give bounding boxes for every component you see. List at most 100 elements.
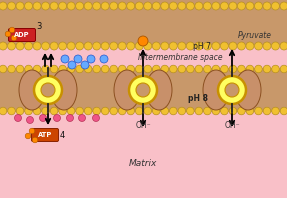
Circle shape	[246, 65, 254, 73]
Bar	[0, 0, 287, 48]
Circle shape	[161, 107, 168, 115]
Circle shape	[67, 65, 75, 73]
Circle shape	[76, 42, 84, 50]
Circle shape	[127, 42, 135, 50]
Circle shape	[16, 107, 24, 115]
Circle shape	[127, 107, 135, 115]
Circle shape	[212, 2, 220, 10]
Circle shape	[272, 42, 280, 50]
Circle shape	[16, 65, 24, 73]
Circle shape	[42, 42, 50, 50]
Circle shape	[32, 137, 38, 143]
Circle shape	[229, 107, 237, 115]
Circle shape	[246, 42, 254, 50]
Circle shape	[0, 65, 7, 73]
Circle shape	[93, 2, 101, 10]
Circle shape	[127, 2, 135, 10]
Text: OH⁻: OH⁻	[224, 122, 240, 130]
Ellipse shape	[51, 70, 77, 110]
Circle shape	[178, 42, 186, 50]
Circle shape	[25, 65, 32, 73]
Circle shape	[144, 65, 152, 73]
Circle shape	[186, 2, 194, 10]
Circle shape	[8, 65, 15, 73]
Circle shape	[93, 107, 100, 115]
Circle shape	[33, 65, 41, 73]
Circle shape	[61, 55, 69, 63]
Circle shape	[119, 107, 126, 115]
Circle shape	[218, 76, 246, 104]
Circle shape	[93, 65, 100, 73]
Circle shape	[272, 2, 280, 10]
Circle shape	[136, 83, 150, 97]
Circle shape	[225, 83, 239, 97]
Circle shape	[5, 31, 11, 37]
Circle shape	[25, 42, 32, 50]
Circle shape	[50, 2, 58, 10]
Circle shape	[68, 61, 76, 69]
Bar	[0, 68, 287, 114]
Circle shape	[255, 65, 262, 73]
Circle shape	[15, 114, 22, 122]
Circle shape	[101, 42, 109, 50]
Circle shape	[152, 42, 160, 50]
Circle shape	[255, 42, 262, 50]
Bar	[0, 112, 287, 198]
Text: ATP: ATP	[38, 132, 52, 138]
Circle shape	[0, 2, 7, 10]
Circle shape	[118, 2, 126, 10]
Circle shape	[186, 42, 194, 50]
Circle shape	[203, 42, 211, 50]
Text: pH 7: pH 7	[193, 42, 211, 50]
Circle shape	[110, 42, 118, 50]
Circle shape	[152, 65, 160, 73]
Circle shape	[127, 65, 135, 73]
Circle shape	[76, 65, 84, 73]
Circle shape	[110, 65, 117, 73]
Text: 3: 3	[36, 22, 42, 30]
Circle shape	[187, 65, 194, 73]
Circle shape	[229, 65, 237, 73]
Circle shape	[16, 2, 24, 10]
Circle shape	[138, 36, 148, 46]
Circle shape	[101, 65, 109, 73]
Circle shape	[203, 107, 211, 115]
FancyBboxPatch shape	[9, 29, 36, 42]
Text: 4: 4	[59, 130, 65, 140]
Circle shape	[280, 42, 287, 50]
Text: Matrix: Matrix	[129, 159, 157, 168]
Circle shape	[118, 42, 126, 50]
Circle shape	[79, 114, 86, 122]
Circle shape	[178, 2, 186, 10]
Circle shape	[110, 107, 117, 115]
Circle shape	[25, 107, 32, 115]
Circle shape	[42, 65, 49, 73]
Circle shape	[255, 2, 262, 10]
Circle shape	[41, 83, 55, 97]
Text: pH 8: pH 8	[188, 93, 208, 103]
Circle shape	[203, 2, 211, 10]
Circle shape	[59, 107, 66, 115]
Circle shape	[59, 65, 66, 73]
Circle shape	[263, 107, 271, 115]
Circle shape	[29, 128, 35, 134]
Circle shape	[263, 65, 271, 73]
Bar	[0, 45, 287, 70]
Circle shape	[212, 65, 220, 73]
Circle shape	[0, 107, 7, 115]
Text: OH⁻: OH⁻	[135, 122, 151, 130]
Circle shape	[221, 107, 228, 115]
Circle shape	[26, 116, 34, 124]
Circle shape	[212, 42, 220, 50]
Circle shape	[195, 65, 203, 73]
Circle shape	[11, 35, 17, 41]
Circle shape	[76, 107, 84, 115]
Circle shape	[169, 2, 177, 10]
Circle shape	[129, 76, 157, 104]
Circle shape	[84, 65, 92, 73]
Circle shape	[229, 42, 237, 50]
Circle shape	[178, 107, 186, 115]
Circle shape	[67, 114, 73, 122]
Circle shape	[246, 107, 254, 115]
Circle shape	[212, 107, 220, 115]
